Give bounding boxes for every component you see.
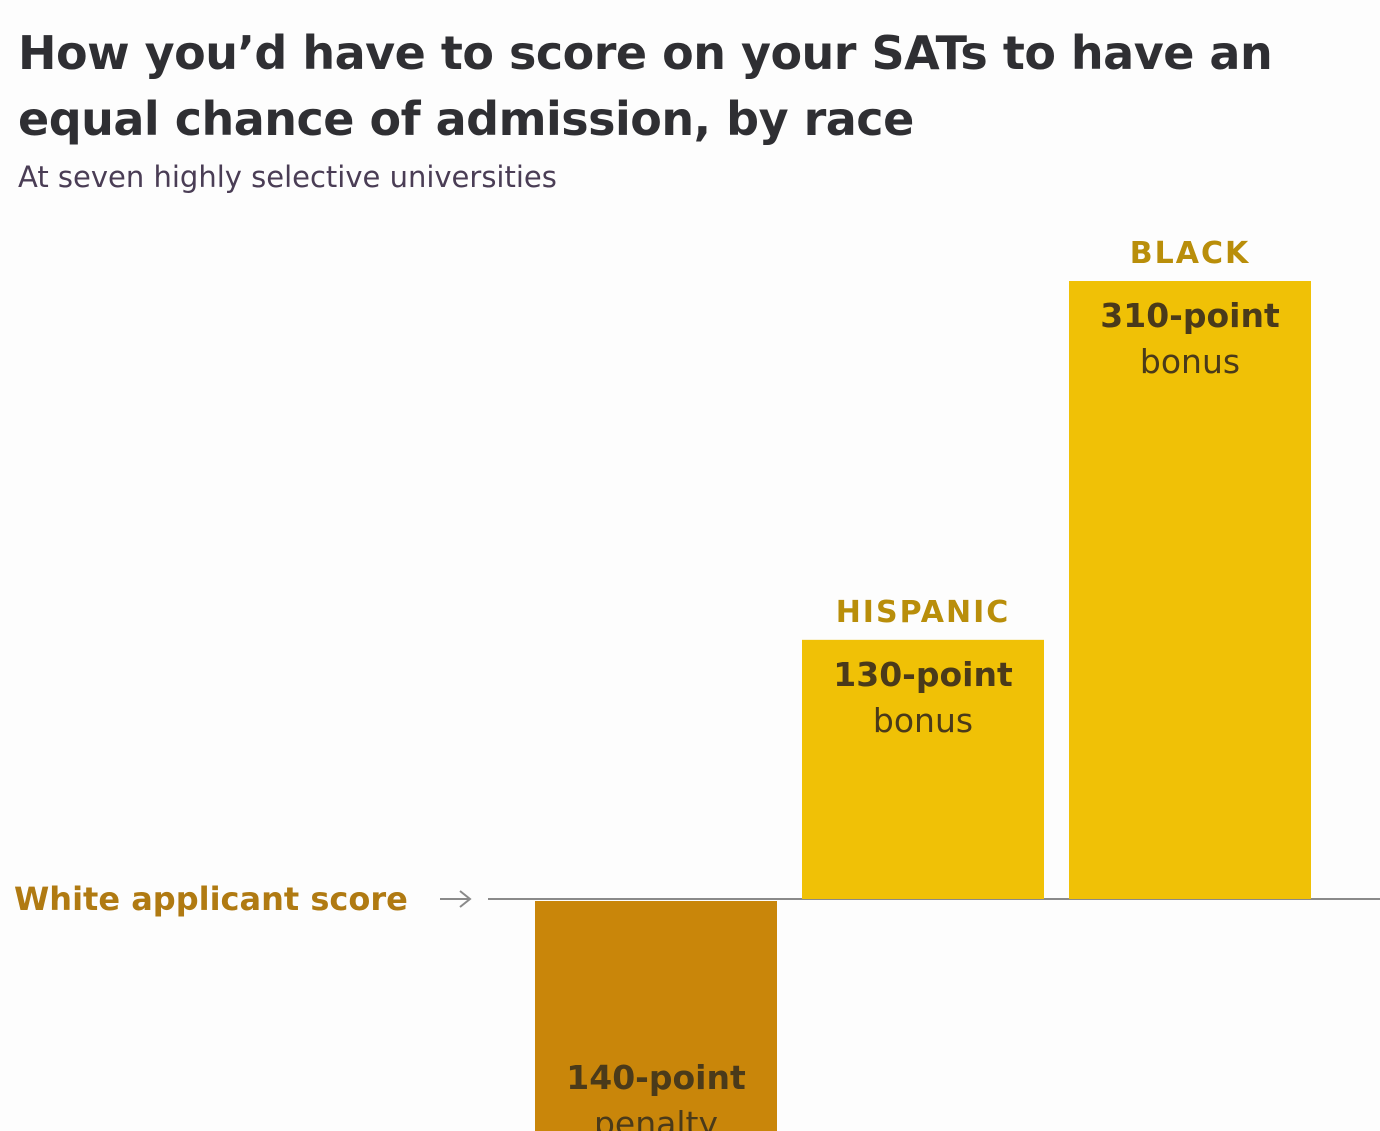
data-label-sub: bonus bbox=[1140, 342, 1240, 381]
data-label: 310-point bbox=[1100, 296, 1280, 335]
category-label: BLACK bbox=[1130, 236, 1250, 271]
data-label: 130-point bbox=[833, 655, 1013, 694]
chart-subtitle: At seven highly selective universities bbox=[18, 160, 557, 194]
data-label-sub: penalty bbox=[594, 1104, 718, 1131]
bonus-bar bbox=[1069, 281, 1311, 899]
chart-title: How you’d have to score on your SATs to … bbox=[18, 26, 1273, 146]
baseline-label: White applicant score bbox=[14, 880, 408, 918]
category-label: HISPANIC bbox=[836, 595, 1011, 630]
penalty-bar bbox=[535, 901, 777, 1131]
bonus-bar bbox=[802, 639, 1044, 899]
baseline-arrow-head bbox=[459, 890, 472, 908]
data-label-sub: bonus bbox=[873, 701, 973, 740]
data-label: 140-point bbox=[566, 1058, 746, 1097]
